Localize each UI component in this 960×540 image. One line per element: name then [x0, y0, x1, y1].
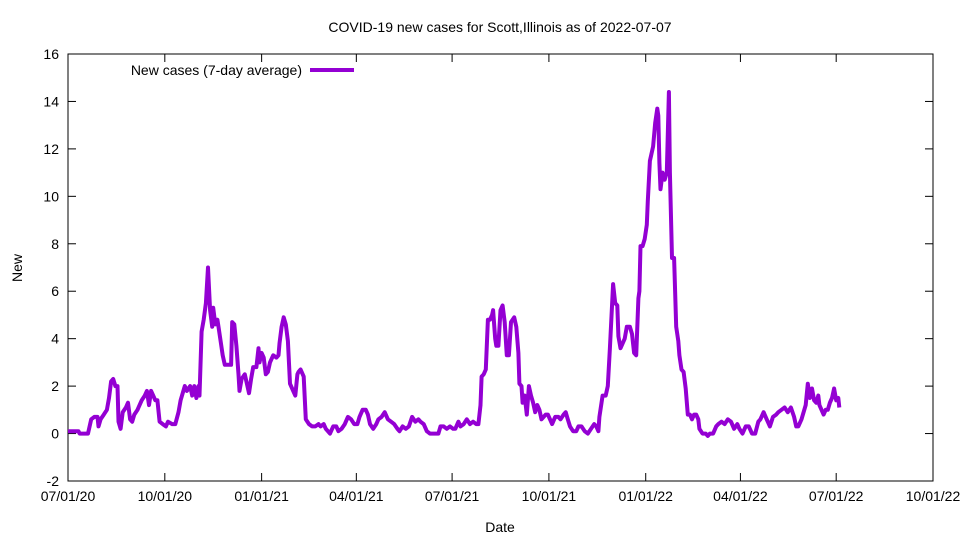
y-tick-label: -2 [47, 473, 60, 489]
x-tick-label: 07/01/20 [41, 488, 96, 504]
y-tick-label: 8 [51, 236, 59, 252]
y-tick-label: 0 [51, 426, 59, 442]
x-tick-label: 04/01/21 [329, 488, 384, 504]
x-tick-label: 10/01/20 [138, 488, 193, 504]
plot-border [67, 53, 934, 482]
x-tick-label: 10/01/21 [522, 488, 577, 504]
x-tick-label: 01/01/22 [618, 488, 673, 504]
x-tick-label: 01/01/21 [234, 488, 289, 504]
y-tick-label: 6 [51, 283, 59, 299]
x-tick-label: 07/01/22 [809, 488, 864, 504]
legend: New cases (7-day average) [131, 62, 354, 78]
x-tick-label: 07/01/21 [425, 488, 480, 504]
legend-label: New cases (7-day average) [131, 62, 302, 78]
y-tick-label: 2 [51, 378, 59, 394]
y-tick-label: 10 [43, 188, 59, 204]
y-tick-label: 14 [43, 93, 59, 109]
x-axis-label: Date [485, 519, 515, 535]
chart-title: COVID-19 new cases for Scott,Illinois as… [328, 19, 671, 35]
series-line-new-cases [68, 90, 842, 438]
y-tick-label: 4 [51, 331, 59, 347]
y-axis-label: New [9, 253, 25, 282]
x-tick-label: 10/01/22 [906, 488, 960, 504]
y-tick-label: 16 [43, 46, 59, 62]
x-tick-label: 04/01/22 [713, 488, 768, 504]
y-tick-label: 12 [43, 141, 59, 157]
